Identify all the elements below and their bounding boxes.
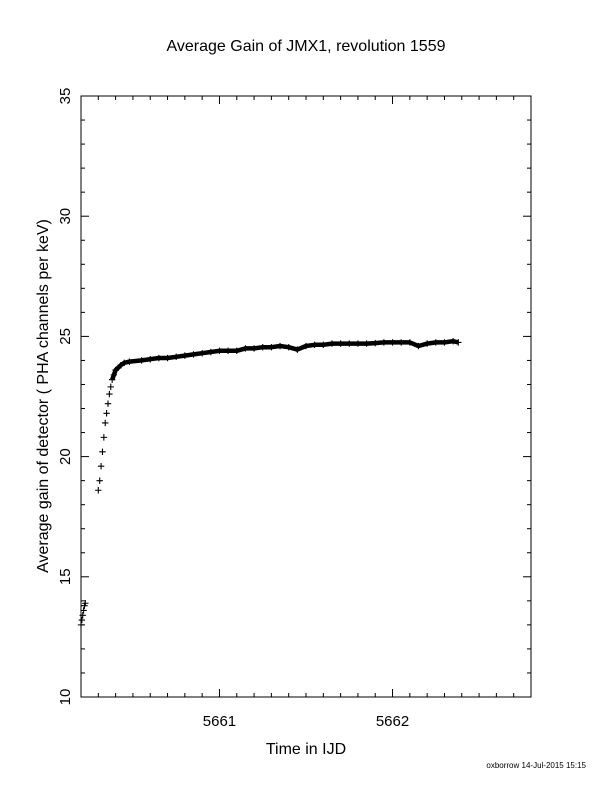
chart-title: Average Gain of JMX1, revolution 1559 (167, 38, 446, 55)
data-point (100, 434, 108, 441)
data-point (107, 383, 114, 391)
data-points (77, 338, 462, 629)
x-tick-label: 5661 (203, 713, 236, 730)
axis-tick-labels: 10 15 20 25 30 35 5661 5662 (57, 88, 409, 730)
y-tick-label: 20 (57, 448, 74, 465)
axis-ticks (80, 95, 532, 698)
y-tick-label: 10 (57, 689, 74, 706)
data-point-cluster (110, 338, 459, 381)
data-point (96, 477, 103, 484)
data-point (95, 487, 102, 494)
y-tick-label: 15 (57, 568, 74, 585)
credit-stamp: oxborrow 14-Jul-2015 15:15 (486, 761, 586, 770)
y-axis-label: Average gain of detector ( PHA channels … (35, 219, 52, 573)
data-point (80, 607, 87, 614)
y-tick-label: 30 (57, 208, 74, 225)
data-point (78, 616, 86, 624)
data-point (99, 448, 106, 455)
y-tick-label: 35 (57, 88, 74, 105)
data-point (102, 419, 109, 427)
data-point (79, 612, 86, 619)
plot-frame (80, 95, 532, 698)
data-point (82, 600, 89, 607)
data-point (103, 410, 110, 417)
data-point (77, 621, 85, 629)
x-tick-label: 5662 (376, 713, 409, 730)
data-point (106, 390, 113, 398)
data-point (97, 463, 105, 470)
y-tick-label: 25 (57, 328, 74, 345)
x-axis-label: Time in IJD (266, 741, 346, 758)
data-point (104, 400, 112, 407)
